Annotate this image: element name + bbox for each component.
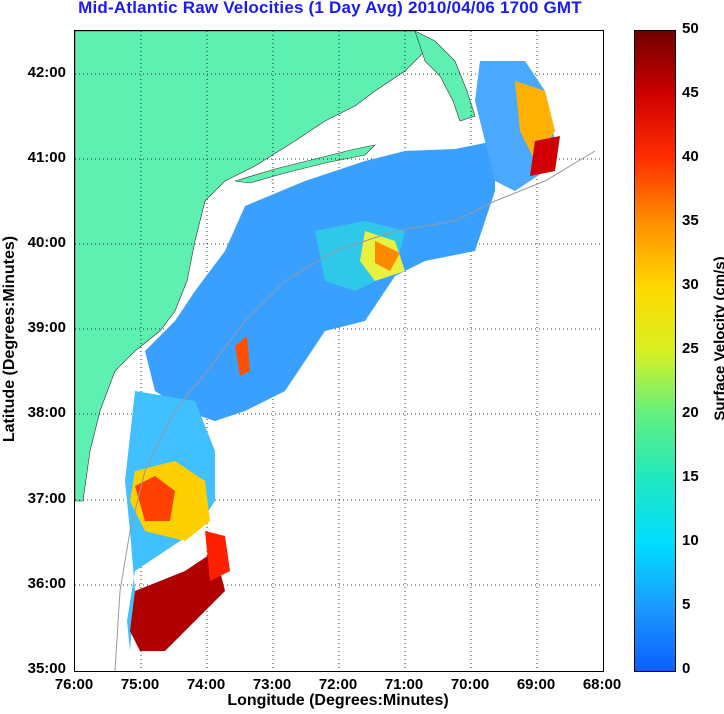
colorbar-tick: 10 <box>682 532 699 549</box>
colorbar-tick: 40 <box>682 148 699 165</box>
x-tick: 76:00 <box>54 676 94 693</box>
colorbar-tick: 0 <box>682 660 691 677</box>
map-area[interactable] <box>74 30 604 672</box>
colorbar-tick: 35 <box>682 212 699 229</box>
map-title: Mid-Atlantic Raw Velocities (1 Day Avg) … <box>78 0 582 17</box>
x-tick: 70:00 <box>450 676 490 693</box>
x-tick: 75:00 <box>120 676 160 693</box>
x-tick: 69:00 <box>516 676 556 693</box>
colorbar-tick: 50 <box>682 20 699 37</box>
cape-cod <box>414 31 476 122</box>
x-tick: 74:00 <box>186 676 226 693</box>
map-svg <box>75 31 603 671</box>
colorbar-tick: 30 <box>682 276 699 293</box>
colorbar-tick: 25 <box>682 340 699 357</box>
y-tick: 39:00 <box>27 319 66 336</box>
y-tick: 36:00 <box>27 575 66 592</box>
y-tick: 42:00 <box>27 64 66 81</box>
x-tick: 71:00 <box>384 676 424 693</box>
colorbar-tick: 45 <box>682 84 699 101</box>
colorbar-label: Surface Velocity (cm/s) <box>711 256 724 421</box>
x-axis-label: Longitude (Degrees:Minutes) <box>227 692 449 709</box>
velocity-field <box>125 61 560 651</box>
colorbar-tick: 15 <box>682 468 699 485</box>
land-mass <box>75 31 426 502</box>
y-tick: 41:00 <box>27 149 66 166</box>
colorbar <box>634 30 676 672</box>
y-tick: 40:00 <box>27 234 66 251</box>
colorbar-tick: 20 <box>682 404 699 421</box>
y-tick: 37:00 <box>27 490 66 507</box>
shelf-contour <box>114 150 596 671</box>
long-island <box>234 144 376 184</box>
y-tick: 35:00 <box>27 660 66 677</box>
y-axis-label: Latitude (Degrees:Minutes) <box>1 235 18 443</box>
x-tick: 72:00 <box>318 676 358 693</box>
x-tick: 68:00 <box>582 676 622 693</box>
x-tick: 73:00 <box>252 676 292 693</box>
colorbar-tick: 5 <box>682 596 691 613</box>
y-tick: 38:00 <box>27 404 66 421</box>
